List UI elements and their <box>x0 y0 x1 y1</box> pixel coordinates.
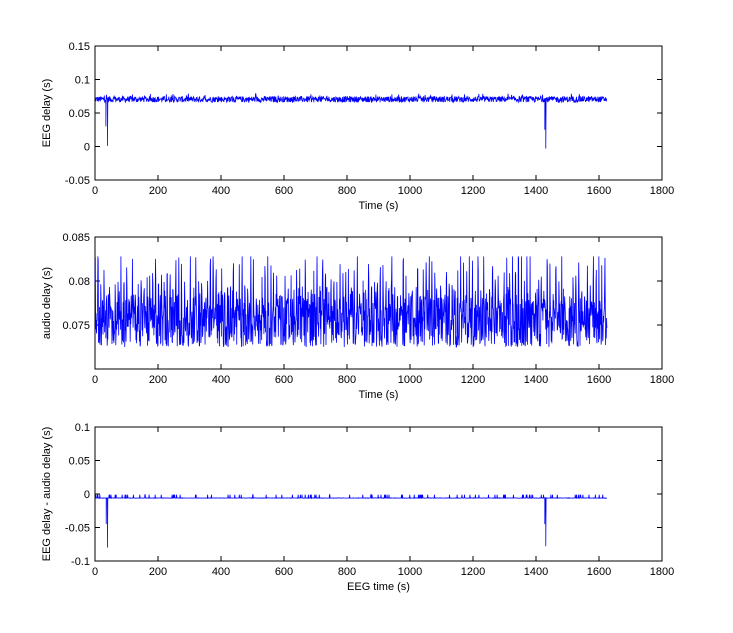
y-tick-label: -0.05 <box>65 523 90 535</box>
x-tick-label: 1600 <box>587 185 611 197</box>
x-tick-label: 600 <box>275 374 293 386</box>
y-axis-label: EEG delay - audio delay (s) <box>41 427 53 562</box>
series-line <box>94 256 608 348</box>
x-tick-label: 1000 <box>398 185 422 197</box>
x-tick-label: 1000 <box>398 374 422 386</box>
x-tick-label: 600 <box>275 185 293 197</box>
x-axis-label: Time (s) <box>359 200 399 212</box>
series-line <box>94 93 607 149</box>
x-tick-label: 0 <box>92 185 98 197</box>
x-tick-label: 400 <box>212 566 230 578</box>
x-tick-label: 800 <box>338 185 356 197</box>
x-tick-label: 1400 <box>524 374 548 386</box>
x-tick-label: 1400 <box>524 566 548 578</box>
y-tick-label: 0 <box>84 489 90 501</box>
x-tick-label: 1400 <box>524 185 548 197</box>
y-tick-label: 0.05 <box>69 456 90 468</box>
x-tick-label: 200 <box>149 185 167 197</box>
x-tick-label: 1200 <box>461 566 485 578</box>
x-tick-label: 200 <box>149 566 167 578</box>
x-tick-label: 1800 <box>650 374 674 386</box>
x-tick-label: 1600 <box>587 566 611 578</box>
x-axis-label: Time (s) <box>359 389 399 401</box>
chart-panel-3: 0 200 400 600 800 1000 1200 1400 1600 1800 -0.1 -0.… <box>41 422 674 593</box>
plot-frame <box>94 45 663 181</box>
x-tick-label: 400 <box>212 374 230 386</box>
y-tick-label: -0.05 <box>65 175 90 187</box>
x-tick-label: 1800 <box>650 185 674 197</box>
x-tick-label: 200 <box>149 374 167 386</box>
x-tick-label: 1800 <box>650 566 674 578</box>
y-tick-label: 0.1 <box>75 75 90 87</box>
y-tick-label: 0 <box>84 142 90 154</box>
x-tick-label: 1000 <box>398 566 422 578</box>
x-tick-label: 800 <box>338 374 356 386</box>
y-tick-label: 0.1 <box>75 422 90 434</box>
x-tick-label: 800 <box>338 566 356 578</box>
x-tick-label: 0 <box>92 374 98 386</box>
x-tick-label: 400 <box>212 185 230 197</box>
plot-frame <box>94 236 663 370</box>
chart-panel-2: 0 200 400 600 800 1000 1200 1400 1600 1800 0.075 0.… <box>41 232 674 401</box>
x-tick-label: 1200 <box>461 374 485 386</box>
chart-panel-1: 0 200 400 600 800 1000 1200 1400 1600 1800-0.0500… <box>41 41 674 212</box>
x-tick-label: 600 <box>275 566 293 578</box>
y-tick-label: 0.075 <box>62 320 90 332</box>
x-axis-label: EEG time (s) <box>347 581 410 593</box>
plot-frame <box>94 426 663 562</box>
x-tick-label: 1600 <box>587 374 611 386</box>
y-axis-label: audio delay (s) <box>41 267 53 339</box>
y-tick-label: 0.085 <box>62 232 90 244</box>
y-axis-label: EEG delay (s) <box>41 79 53 147</box>
x-tick-label: 1200 <box>461 185 485 197</box>
x-tick-label: 0 <box>92 566 98 578</box>
y-tick-label: 0.15 <box>69 41 90 53</box>
series-line <box>94 494 608 548</box>
y-tick-label: 0.05 <box>69 108 90 120</box>
y-tick-label: 0.08 <box>69 276 90 288</box>
y-tick-label: -0.1 <box>71 556 90 568</box>
